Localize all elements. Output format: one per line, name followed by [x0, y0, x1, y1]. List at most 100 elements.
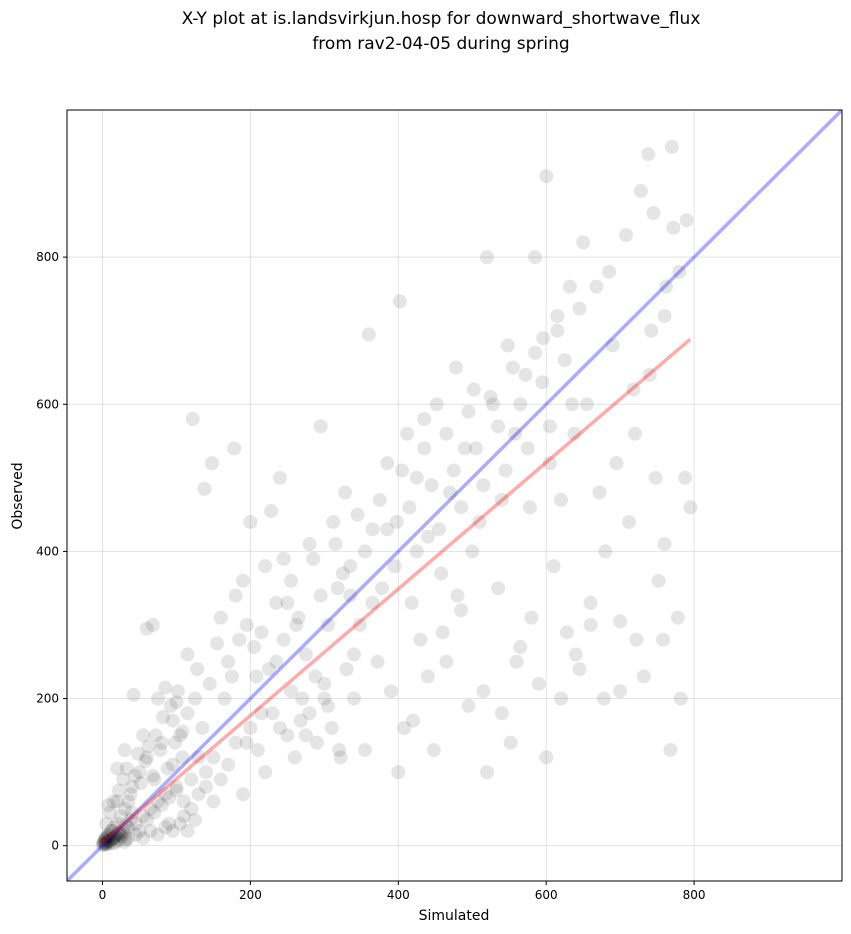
data-point	[202, 676, 217, 691]
data-point	[539, 169, 554, 184]
data-point	[136, 809, 151, 824]
data-point	[153, 743, 168, 758]
data-point	[308, 669, 323, 684]
data-point	[101, 798, 116, 813]
grid	[67, 110, 842, 881]
data-point	[150, 691, 165, 706]
data-point	[613, 614, 628, 629]
data-point	[111, 783, 126, 798]
data-point	[409, 544, 424, 559]
data-point	[102, 805, 117, 820]
data-point	[170, 684, 185, 699]
data-point	[468, 441, 483, 456]
data-point	[317, 676, 332, 691]
data-point	[114, 829, 129, 844]
data-point	[598, 544, 613, 559]
data-point	[154, 798, 169, 813]
data-point	[121, 831, 136, 846]
x-tick-label: 200	[239, 888, 262, 902]
data-point	[503, 735, 518, 750]
data-point	[500, 338, 515, 353]
points-layer	[95, 139, 698, 852]
data-point	[123, 812, 138, 827]
data-point	[169, 695, 184, 710]
data-point	[633, 183, 648, 198]
data-point	[136, 728, 151, 743]
data-point	[420, 669, 435, 684]
data-point	[358, 743, 373, 758]
data-point	[383, 684, 398, 699]
data-point	[210, 636, 225, 651]
data-point	[158, 787, 173, 802]
data-point	[104, 823, 119, 838]
data-point	[96, 836, 111, 851]
data-point	[148, 728, 163, 743]
data-point	[394, 463, 409, 478]
data-point	[116, 822, 131, 837]
data-point	[239, 735, 254, 750]
data-point	[173, 816, 188, 831]
data-point	[190, 662, 205, 677]
data-point	[476, 478, 491, 493]
data-point	[392, 294, 407, 309]
data-point	[224, 669, 239, 684]
data-point	[387, 559, 402, 574]
data-point	[180, 823, 195, 838]
data-point	[642, 367, 657, 382]
data-point	[424, 478, 439, 493]
data-point	[99, 816, 114, 831]
data-point	[350, 507, 365, 522]
data-point	[111, 825, 126, 840]
data-point	[420, 529, 435, 544]
data-point	[417, 441, 432, 456]
data-point	[678, 470, 693, 485]
data-point	[683, 500, 698, 515]
data-point	[391, 765, 406, 780]
data-point	[313, 588, 328, 603]
data-point	[434, 566, 449, 581]
data-point	[221, 654, 236, 669]
data-point	[480, 250, 495, 265]
data-point	[309, 735, 324, 750]
data-point	[119, 761, 134, 776]
data-point	[102, 828, 117, 843]
data-point	[466, 382, 481, 397]
data-point	[228, 735, 243, 750]
data-point	[531, 676, 546, 691]
data-point	[352, 617, 367, 632]
data-point	[265, 706, 280, 721]
regression-line	[100, 338, 691, 844]
data-point	[163, 698, 178, 713]
data-point	[101, 834, 116, 849]
data-point	[280, 595, 295, 610]
data-point	[96, 834, 111, 849]
data-point	[112, 832, 127, 847]
ticks: 0 200 400 600 800 0 200 400 600 800	[36, 250, 705, 902]
data-point	[293, 713, 308, 728]
data-point	[108, 828, 123, 843]
data-point	[103, 835, 118, 850]
data-point	[494, 706, 509, 721]
data-point	[121, 794, 136, 809]
data-point	[243, 514, 258, 529]
data-point	[346, 647, 361, 662]
data-point	[249, 669, 264, 684]
data-point	[187, 691, 202, 706]
data-point	[236, 573, 251, 588]
data-point	[666, 220, 681, 235]
data-point	[664, 139, 679, 154]
data-point	[361, 327, 376, 342]
data-point	[128, 768, 143, 783]
data-point	[568, 647, 583, 662]
data-point	[406, 713, 421, 728]
data-point	[116, 772, 131, 787]
data-point	[165, 713, 180, 728]
data-point	[546, 559, 561, 574]
data-point	[372, 492, 387, 507]
y-tick-label: 800	[36, 250, 59, 264]
data-point	[180, 647, 195, 662]
data-point	[158, 680, 173, 695]
data-point	[243, 720, 258, 735]
data-point	[165, 757, 180, 772]
